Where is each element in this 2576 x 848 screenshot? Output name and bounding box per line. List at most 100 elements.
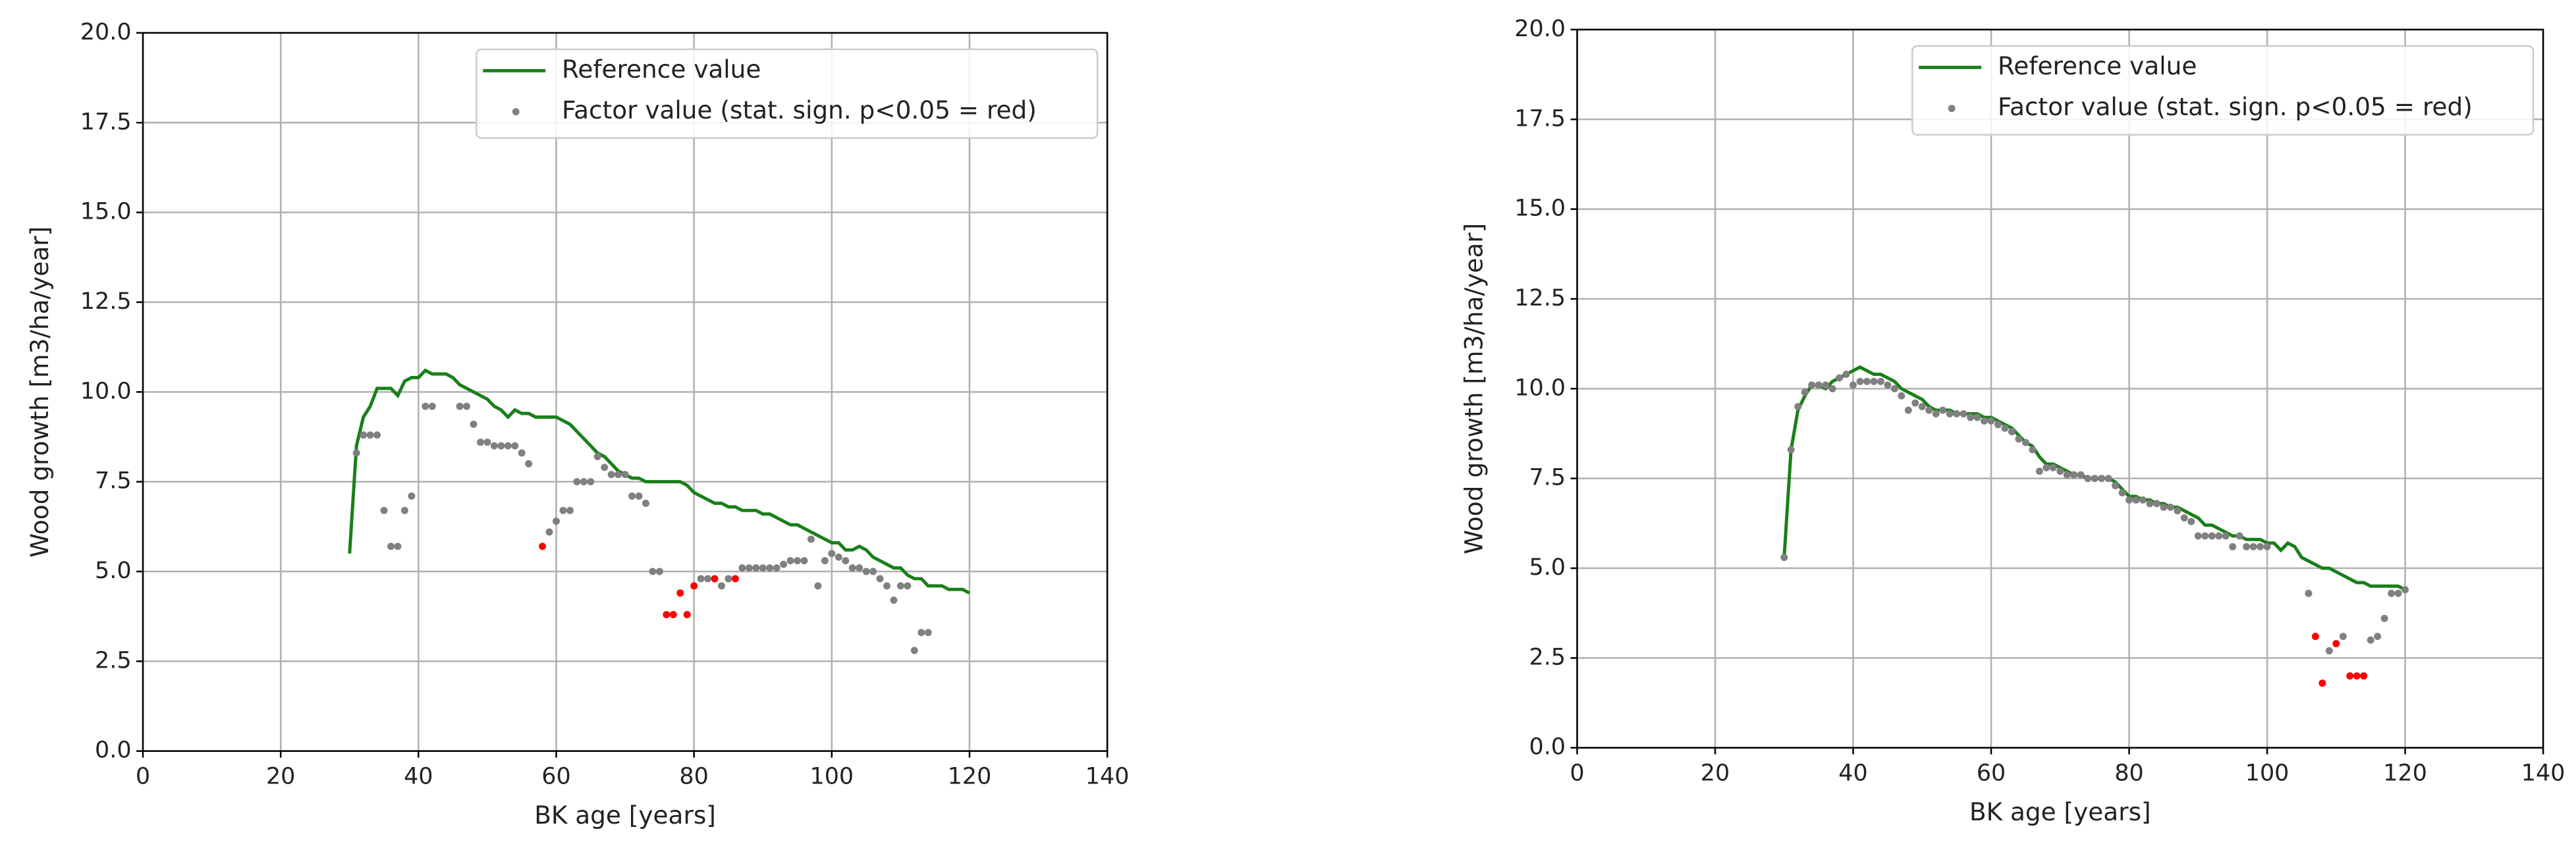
factor-point xyxy=(1842,371,1850,379)
factor-point xyxy=(2029,446,2037,454)
factor-point xyxy=(2125,496,2133,504)
factor-point xyxy=(366,431,374,439)
x-tick-label: 60 xyxy=(1977,760,2006,787)
factor-point xyxy=(1904,406,1912,414)
factor-point xyxy=(511,442,519,450)
factor-point xyxy=(1822,381,1830,389)
legend-marker xyxy=(1948,105,1956,113)
factor-point xyxy=(2084,475,2092,483)
factor-point xyxy=(2008,428,2015,436)
factor-point xyxy=(380,506,388,514)
factor-point xyxy=(862,568,870,575)
factor-point xyxy=(2098,475,2106,483)
factor-point xyxy=(2104,475,2112,483)
factor-point xyxy=(428,402,436,410)
factor-point xyxy=(738,564,746,572)
factor-point xyxy=(2187,517,2195,525)
factor-point xyxy=(422,402,429,410)
y-tick-label: 2.5 xyxy=(95,647,132,674)
factor-point xyxy=(2318,679,2326,687)
y-axis-label: Wood growth [m3/ha/year] xyxy=(1459,223,1488,554)
factor-point xyxy=(1981,417,1988,425)
y-tick-label: 15.0 xyxy=(1514,196,1566,222)
factor-point xyxy=(904,582,912,590)
x-tick-label: 80 xyxy=(2114,760,2143,787)
factor-point xyxy=(704,575,712,583)
factor-point xyxy=(1815,381,1822,389)
y-tick-label: 15.0 xyxy=(80,199,132,225)
factor-point xyxy=(2222,532,2230,540)
factor-point xyxy=(910,647,918,654)
y-tick-label: 7.5 xyxy=(1529,465,1566,491)
factor-point xyxy=(566,506,574,514)
factor-point xyxy=(400,506,408,514)
factor-point xyxy=(635,492,643,500)
factor-point xyxy=(1787,446,1795,454)
x-tick-label: 20 xyxy=(1701,760,1730,787)
plot-frame xyxy=(142,32,1109,752)
factor-point xyxy=(2215,532,2223,540)
chart: 0 20 40 60 80 100 120 140 0.0 2.5 5.0 7.5 10.0 12.5 15… xyxy=(1459,16,2565,826)
factor-point xyxy=(2388,589,2396,597)
factor-point xyxy=(655,568,663,575)
y-tick-label: 10.0 xyxy=(80,378,132,404)
factor-point xyxy=(745,564,753,572)
x-tick-label: 40 xyxy=(404,764,433,790)
factor-point xyxy=(2263,543,2271,550)
factor-point xyxy=(883,582,891,590)
factor-point xyxy=(2305,589,2313,597)
factor-point xyxy=(1918,403,1926,411)
factor-point xyxy=(1884,381,1892,389)
y-tick-label: 5.0 xyxy=(1529,554,1566,581)
y-tick-label: 2.5 xyxy=(1529,644,1566,670)
factor-point xyxy=(2001,424,2009,432)
factor-point xyxy=(408,492,416,500)
factor-point xyxy=(1967,413,1975,421)
x-tick-label: 60 xyxy=(541,764,570,790)
factor-point xyxy=(2249,543,2257,550)
factor-point xyxy=(490,442,498,450)
factor-point xyxy=(2132,496,2140,504)
factor-point xyxy=(1870,377,1878,385)
factor-point xyxy=(373,431,381,439)
factor-point xyxy=(2332,640,2340,648)
factor-point xyxy=(1801,388,1809,396)
x-tick-label: 120 xyxy=(2383,760,2427,787)
y-tick-label: 20.0 xyxy=(1514,16,1566,42)
factor-point xyxy=(504,442,512,450)
y-tick-label: 0.0 xyxy=(95,737,132,764)
factor-point xyxy=(2118,489,2126,496)
factor-point xyxy=(848,564,856,572)
factor-point xyxy=(2174,507,2181,515)
factor-point xyxy=(580,478,588,486)
factor-point xyxy=(918,629,925,637)
factor-point xyxy=(669,610,677,618)
x-tick-label: 80 xyxy=(679,764,708,790)
factor-point xyxy=(2208,532,2216,540)
factor-point xyxy=(1932,410,1940,418)
factor-point xyxy=(828,550,836,558)
factor-point xyxy=(607,471,615,479)
factor-point xyxy=(2035,467,2043,475)
x-tick-label: 100 xyxy=(809,764,854,790)
y-tick-label: 7.5 xyxy=(95,468,132,494)
factor-point xyxy=(683,610,691,618)
factor-point xyxy=(497,442,505,450)
x-tick-label: 120 xyxy=(948,764,992,790)
factor-point xyxy=(2091,475,2098,483)
factor-point xyxy=(1794,403,1802,411)
factor-point xyxy=(628,492,636,500)
factor-point xyxy=(2311,633,2319,641)
factor-point xyxy=(731,575,739,583)
factor-point xyxy=(856,564,863,572)
legend: Reference value Factor value (stat. sign.… xyxy=(1911,45,2535,136)
factor-point xyxy=(2049,464,2057,471)
factor-point xyxy=(2401,586,2409,594)
y-tick-label: 5.0 xyxy=(95,558,132,584)
factor-point xyxy=(649,568,657,575)
factor-point xyxy=(470,420,478,428)
factor-point xyxy=(1877,377,1884,385)
y-tick-label: 20.0 xyxy=(80,19,132,45)
factor-point xyxy=(1780,554,1788,562)
